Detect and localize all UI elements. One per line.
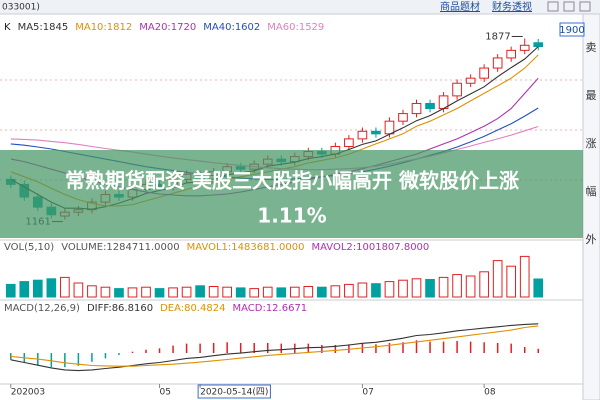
volume-bar	[181, 286, 192, 298]
volume-bar	[384, 281, 395, 298]
volume-bar	[127, 287, 138, 298]
legend-entry: MA60:1529	[267, 22, 324, 33]
volume-bar	[492, 260, 503, 298]
volume-bar	[303, 286, 314, 298]
candle-body	[344, 138, 354, 147]
candle-body	[357, 130, 368, 140]
volume-bar	[235, 287, 246, 298]
volume-bar	[168, 287, 178, 298]
x-tick-label: 202003	[11, 388, 45, 398]
volume-bar	[452, 274, 462, 298]
candle-body	[506, 49, 517, 59]
candle-body	[384, 120, 395, 135]
high-label: 1877	[485, 31, 510, 42]
panel-label: VOL(5,10)	[4, 242, 54, 253]
volume-bar	[398, 279, 408, 298]
window-button[interactable]	[579, 1, 591, 12]
legend-entry: DEA:80.4824	[160, 303, 225, 314]
legend-entry: VOLUME:1284711.0000	[61, 242, 179, 253]
stock-code: 033001)	[2, 3, 40, 13]
sidebar-text: 最	[586, 89, 597, 102]
x-tick-label: 07	[362, 388, 373, 398]
candle-body	[492, 57, 503, 69]
volume-bar	[533, 278, 544, 298]
sidebar-text: 涨	[586, 137, 597, 150]
headline: 1.11%	[257, 204, 326, 228]
volume-bar	[141, 286, 151, 298]
volume-bar	[222, 286, 232, 298]
headline-banner	[0, 150, 583, 238]
volume-bar	[262, 286, 273, 298]
volume-bar	[32, 279, 43, 298]
volume-bar	[411, 278, 422, 298]
volume-bar	[73, 282, 84, 298]
volume-bar	[344, 283, 354, 298]
x-tick-label: 05	[160, 388, 171, 398]
volume-bar	[87, 285, 97, 298]
candle-body	[533, 42, 544, 48]
volume-bar	[371, 283, 381, 298]
tab[interactable]: 商品题材	[440, 0, 480, 13]
cursor-date-box	[197, 384, 271, 399]
panel-label: MACD(12,26,9)	[4, 303, 80, 314]
candle-body	[465, 77, 476, 84]
volume-bar	[208, 286, 219, 298]
volume-bar	[60, 276, 70, 298]
volume-bar	[425, 279, 435, 298]
window-button[interactable]	[547, 1, 559, 12]
headline: 常熟期货配资 美股三大股指小幅高开 微软股价上涨	[65, 169, 519, 193]
price-box-text: 1900	[559, 25, 584, 36]
legend-entry: MA40:1602	[203, 22, 260, 33]
volume-bar	[479, 271, 489, 298]
volume-bar	[100, 286, 111, 298]
candle-body	[479, 67, 489, 79]
sidebar-text: 外	[586, 233, 597, 246]
volume-bar	[19, 281, 30, 298]
legend-entry: MA10:1812	[75, 22, 132, 33]
volume-bar	[249, 288, 260, 298]
legend-entry: DIFF:86.8160	[87, 303, 153, 314]
volume-bar	[114, 288, 124, 298]
sidebar-text: 幅	[586, 185, 597, 198]
volume-bar	[519, 255, 530, 298]
volume-bar	[276, 287, 287, 298]
price-box	[559, 22, 585, 37]
candle-body	[398, 113, 408, 122]
volume-bar	[465, 275, 476, 298]
candle-body	[452, 82, 462, 97]
volume-bar	[357, 282, 368, 298]
top-bar	[0, 0, 600, 14]
sidebar	[582, 13, 600, 400]
legend-entry: MACD:12.6671	[232, 303, 307, 314]
legend-entry: MAVOL1:1483681.0000	[187, 242, 305, 253]
legend-entry: MA20:1720	[139, 22, 196, 33]
legend-entry: MAVOL2:1001807.8000	[311, 242, 429, 253]
candle-body	[425, 102, 435, 110]
volume-bar	[438, 276, 449, 298]
volume-bar	[195, 285, 205, 298]
volume-bar	[46, 278, 57, 298]
x-tick-label: 08	[484, 388, 496, 398]
volume-bar	[506, 265, 517, 298]
candle-body	[371, 130, 381, 135]
volume-bar	[317, 286, 327, 298]
legend-entry: MA5:1845	[18, 22, 69, 33]
volume-bar	[154, 288, 165, 298]
volume-bar	[5, 283, 16, 298]
volume-bar	[289, 286, 300, 298]
x-tick-label: 2020-05-14(四)	[200, 388, 268, 398]
panel-label: K	[4, 22, 11, 33]
line	[10, 323, 539, 372]
sidebar-text: 卖	[586, 41, 597, 54]
candle-body	[411, 102, 422, 115]
window-button[interactable]	[563, 1, 575, 12]
tab[interactable]: 财务透视	[492, 0, 532, 13]
candle-body	[519, 44, 530, 51]
volume-bar	[330, 285, 341, 298]
line	[10, 325, 539, 367]
